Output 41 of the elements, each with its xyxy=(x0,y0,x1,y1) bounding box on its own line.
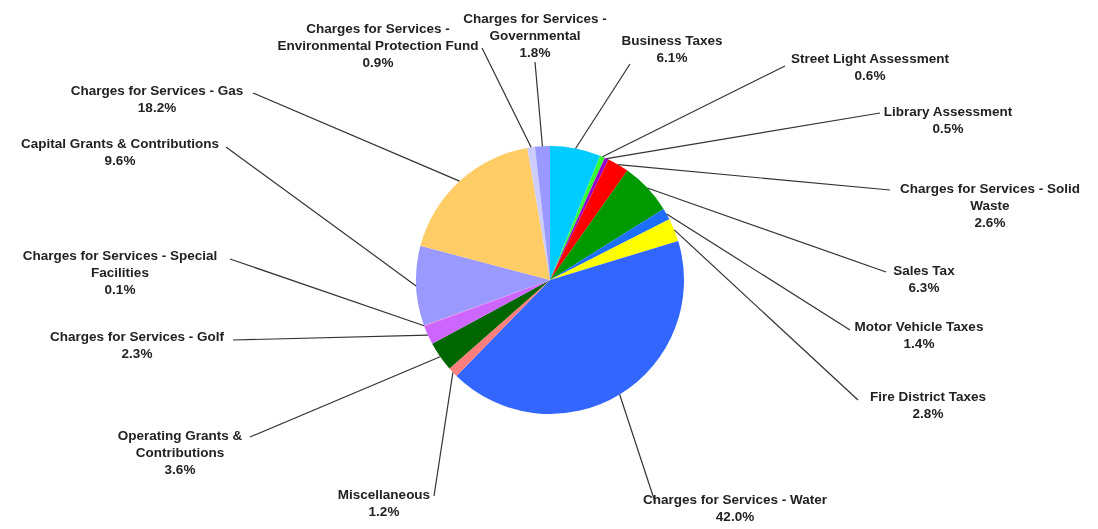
data-label: 42.0% xyxy=(715,509,755,524)
pie-slice xyxy=(420,147,550,280)
data-label: 6.3% xyxy=(908,280,940,295)
data-label: 9.6% xyxy=(104,153,136,168)
pie-slice xyxy=(432,280,550,369)
data-label: 18.2% xyxy=(137,100,177,115)
data-label: 1.2% xyxy=(368,504,400,519)
pie-slice xyxy=(527,146,550,280)
pie-slice xyxy=(416,245,550,326)
slice-label: Charges for Services - Gas xyxy=(70,83,244,98)
pie-slice xyxy=(449,280,550,376)
slice-label: Motor Vehicle Taxes xyxy=(854,319,984,334)
slice-label: Sales Tax xyxy=(893,263,956,278)
slice-label: Charges for Services - Water xyxy=(642,492,828,507)
pie-slice xyxy=(550,208,670,280)
slice-label: Operating Grants & Contributions xyxy=(117,428,243,460)
slice-label: Business Taxes xyxy=(621,33,723,48)
data-label: 0.6% xyxy=(854,68,886,83)
slice-label: Charges for Services - Solid Waste xyxy=(899,181,1081,213)
data-label: 6.1% xyxy=(656,50,688,65)
slice-label: Street Light Assessment xyxy=(791,51,950,66)
data-label: 2.6% xyxy=(974,215,1006,230)
slice-label: Library Assessment xyxy=(883,104,1013,119)
data-label: 1.8% xyxy=(519,45,551,60)
slice-label: Fire District Taxes xyxy=(869,389,987,404)
data-label: 0.5% xyxy=(932,121,964,136)
data-label: 2.8% xyxy=(912,406,944,421)
pie-slice xyxy=(456,241,684,414)
data-label: 0.9% xyxy=(362,55,394,70)
data-label: 3.6% xyxy=(164,462,196,477)
pie-slice xyxy=(424,280,550,344)
data-label: 2.3% xyxy=(121,346,153,361)
data-label: 1.4% xyxy=(903,336,935,351)
slice-label: Charges for Services - Golf xyxy=(49,329,225,344)
data-label: 0.1% xyxy=(104,282,136,297)
pie-slice xyxy=(550,159,628,280)
slice-label: Miscellaneous xyxy=(337,487,431,502)
pie-slice xyxy=(550,219,679,280)
slice-label: Capital Grants & Contributions xyxy=(20,136,220,151)
slice-label: Charges for Services - Special Facilities xyxy=(22,248,218,280)
pie-slice xyxy=(550,170,664,280)
